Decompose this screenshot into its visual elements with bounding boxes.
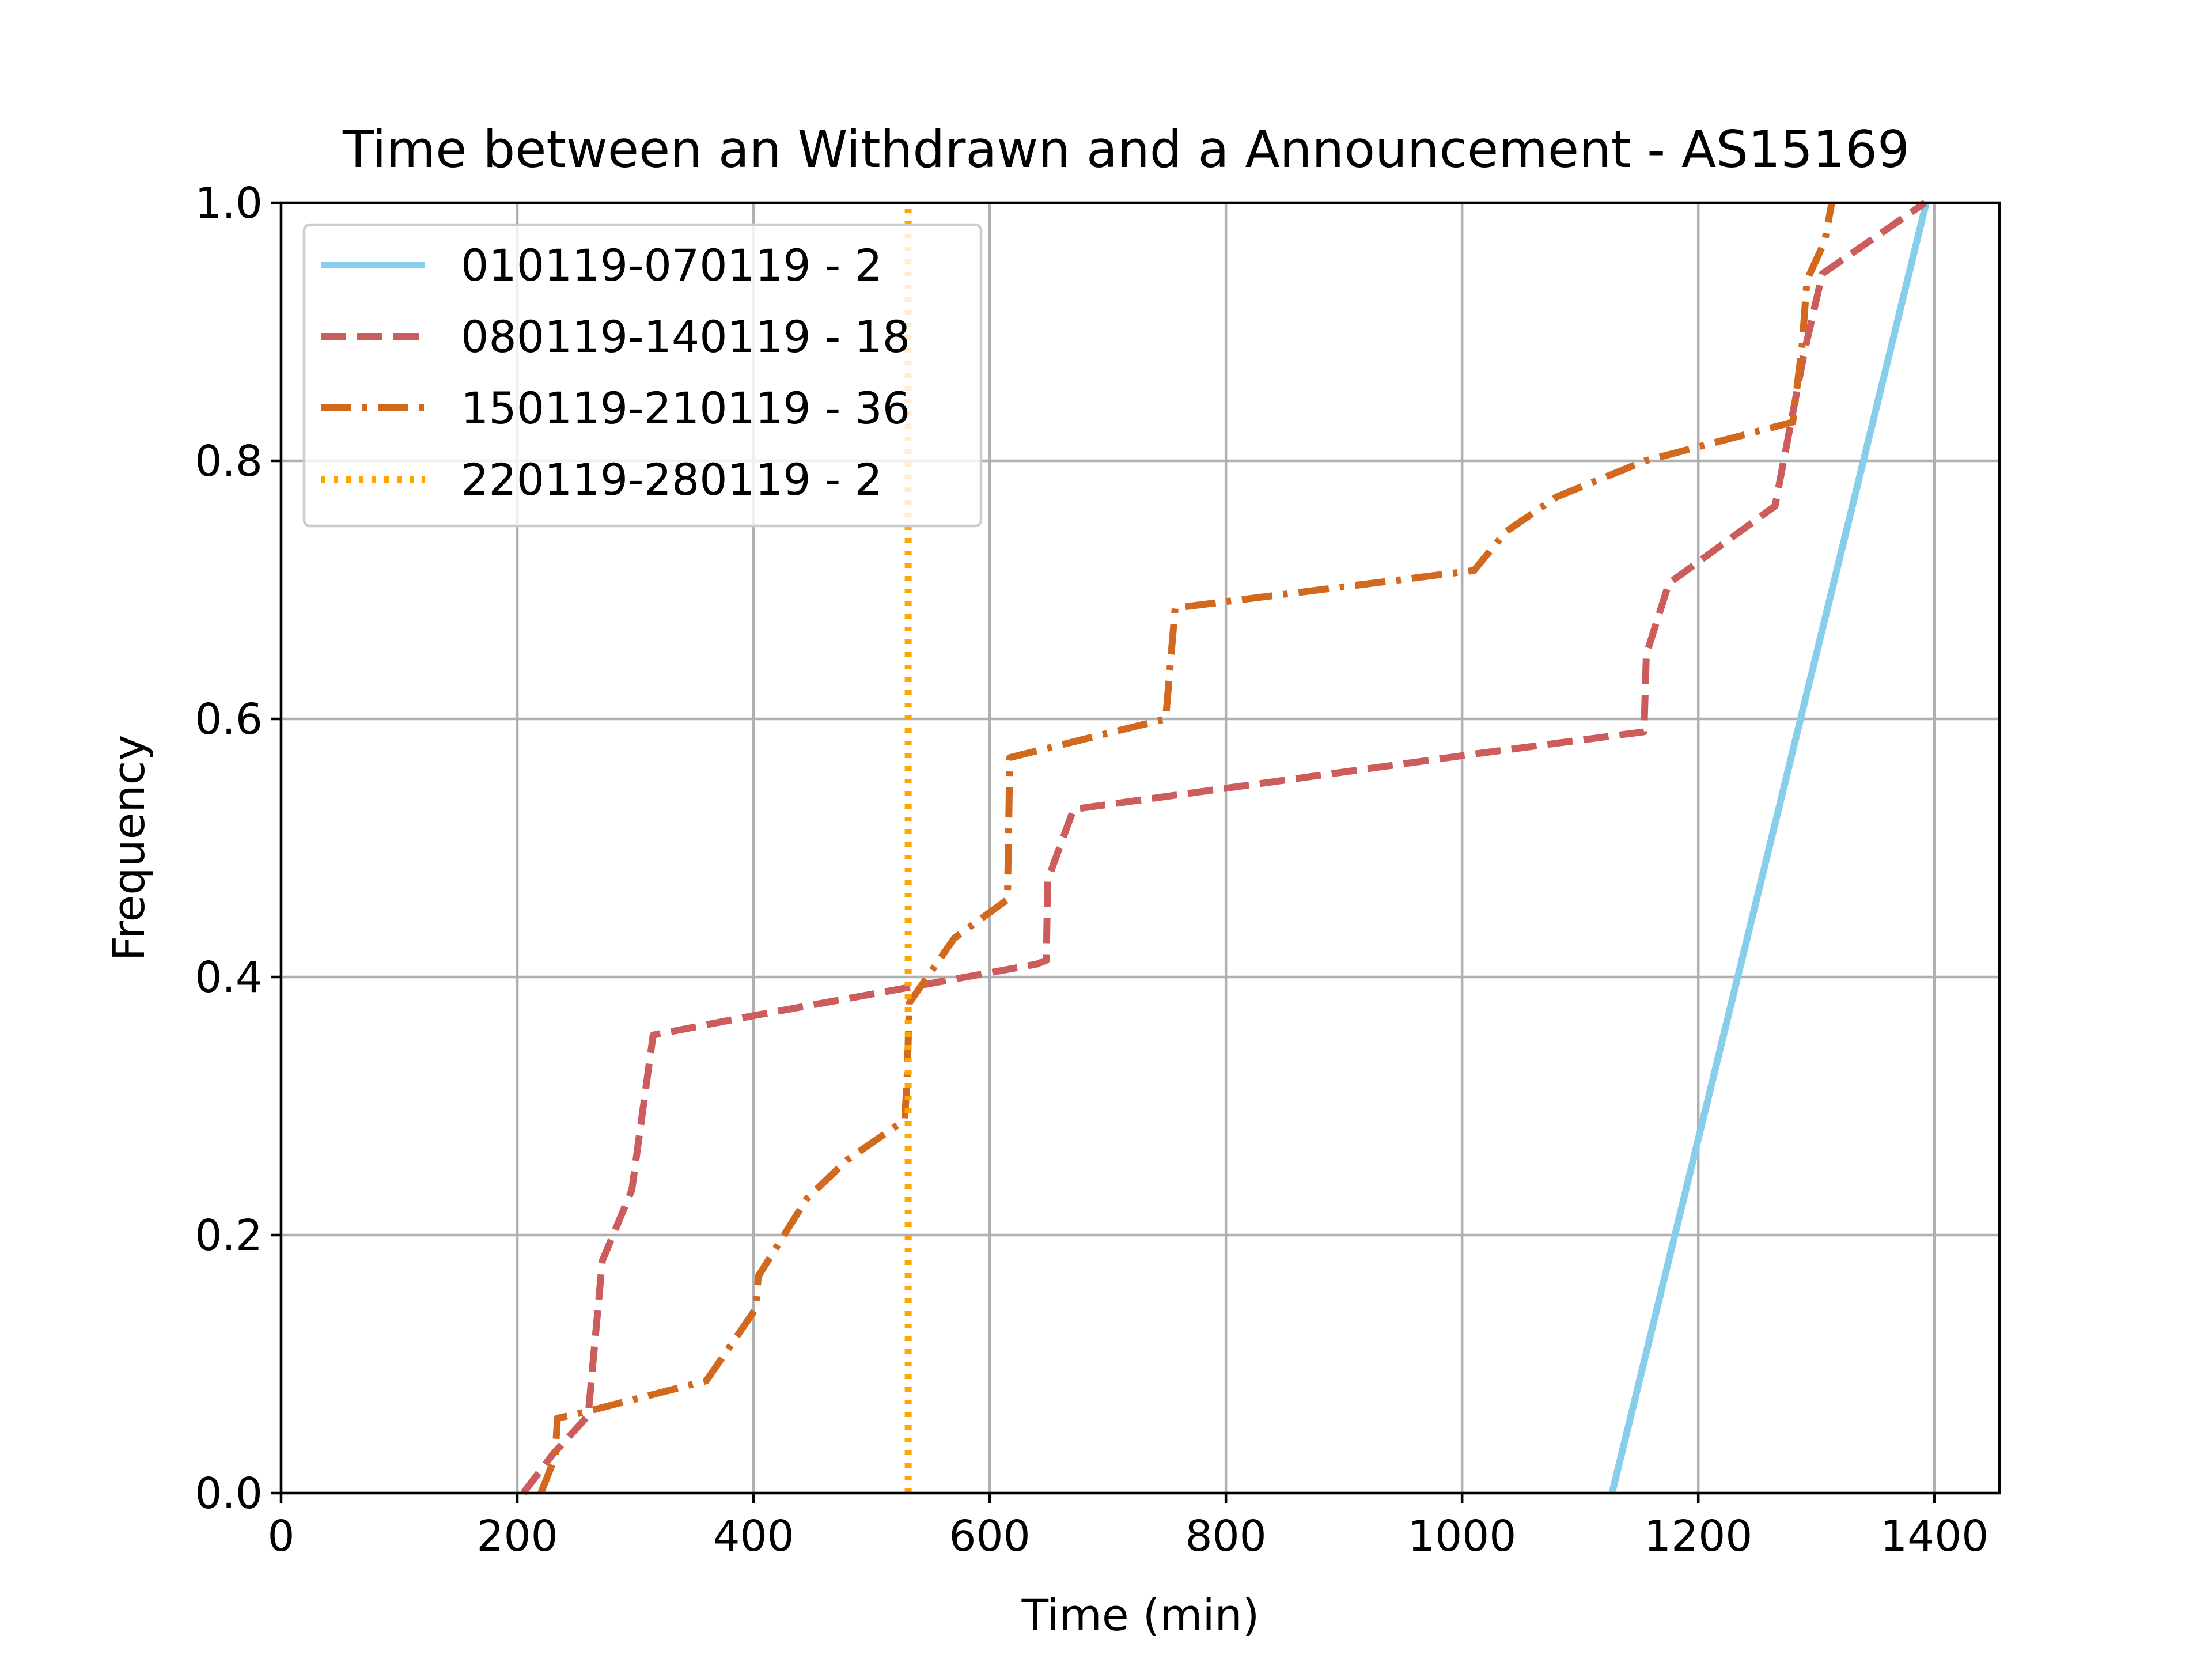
plot-frame xyxy=(279,201,2001,1495)
x-axis-label: Time (min) xyxy=(1021,1589,1260,1641)
legend-frame xyxy=(302,223,983,528)
y-tick-label: 0.8 xyxy=(195,437,263,486)
y-tick-label: 0.4 xyxy=(195,953,263,1002)
y-axis-label: Frequency xyxy=(103,735,154,961)
legend-label-2: 080119-140119 - 18 xyxy=(461,311,910,362)
x-tick-label: 0 xyxy=(267,1512,294,1561)
series-line-3 xyxy=(537,202,1835,1495)
y-tick-label: 0.6 xyxy=(195,695,263,744)
legend-label-1: 010119-070119 - 2 xyxy=(461,240,882,291)
chart-title: Time between an Withdrawn and a Announce… xyxy=(342,120,1910,179)
y-tick-label: 1.0 xyxy=(195,179,263,228)
legend-label-4: 220119-280119 - 2 xyxy=(461,454,882,505)
series-line-1 xyxy=(1608,202,1930,1494)
x-tick-label: 1400 xyxy=(1880,1512,1988,1561)
series-layer xyxy=(520,200,1930,1495)
x-tick-label: 1000 xyxy=(1408,1512,1516,1561)
x-tick-label: 400 xyxy=(713,1512,794,1561)
y-axis-ticks: 0.0 0.2 0.4 0.6 0.8 1.0 xyxy=(195,179,281,1518)
x-tick-label: 600 xyxy=(949,1512,1030,1561)
series-line-2 xyxy=(520,200,1927,1495)
x-tick-label: 800 xyxy=(1185,1512,1267,1561)
legend: 010119-070119 - 2 080119-140119 - 18 15011… xyxy=(302,223,983,528)
x-tick-label: 1200 xyxy=(1644,1512,1752,1561)
y-tick-label: 0.2 xyxy=(195,1211,263,1260)
legend-label-3: 150119-210119 - 36 xyxy=(461,382,910,434)
x-axis-ticks: 0 200 400 600 800 1000 1200 1400 xyxy=(267,1493,1988,1561)
y-tick-label: 0.0 xyxy=(195,1469,263,1518)
x-tick-label: 200 xyxy=(476,1512,558,1561)
